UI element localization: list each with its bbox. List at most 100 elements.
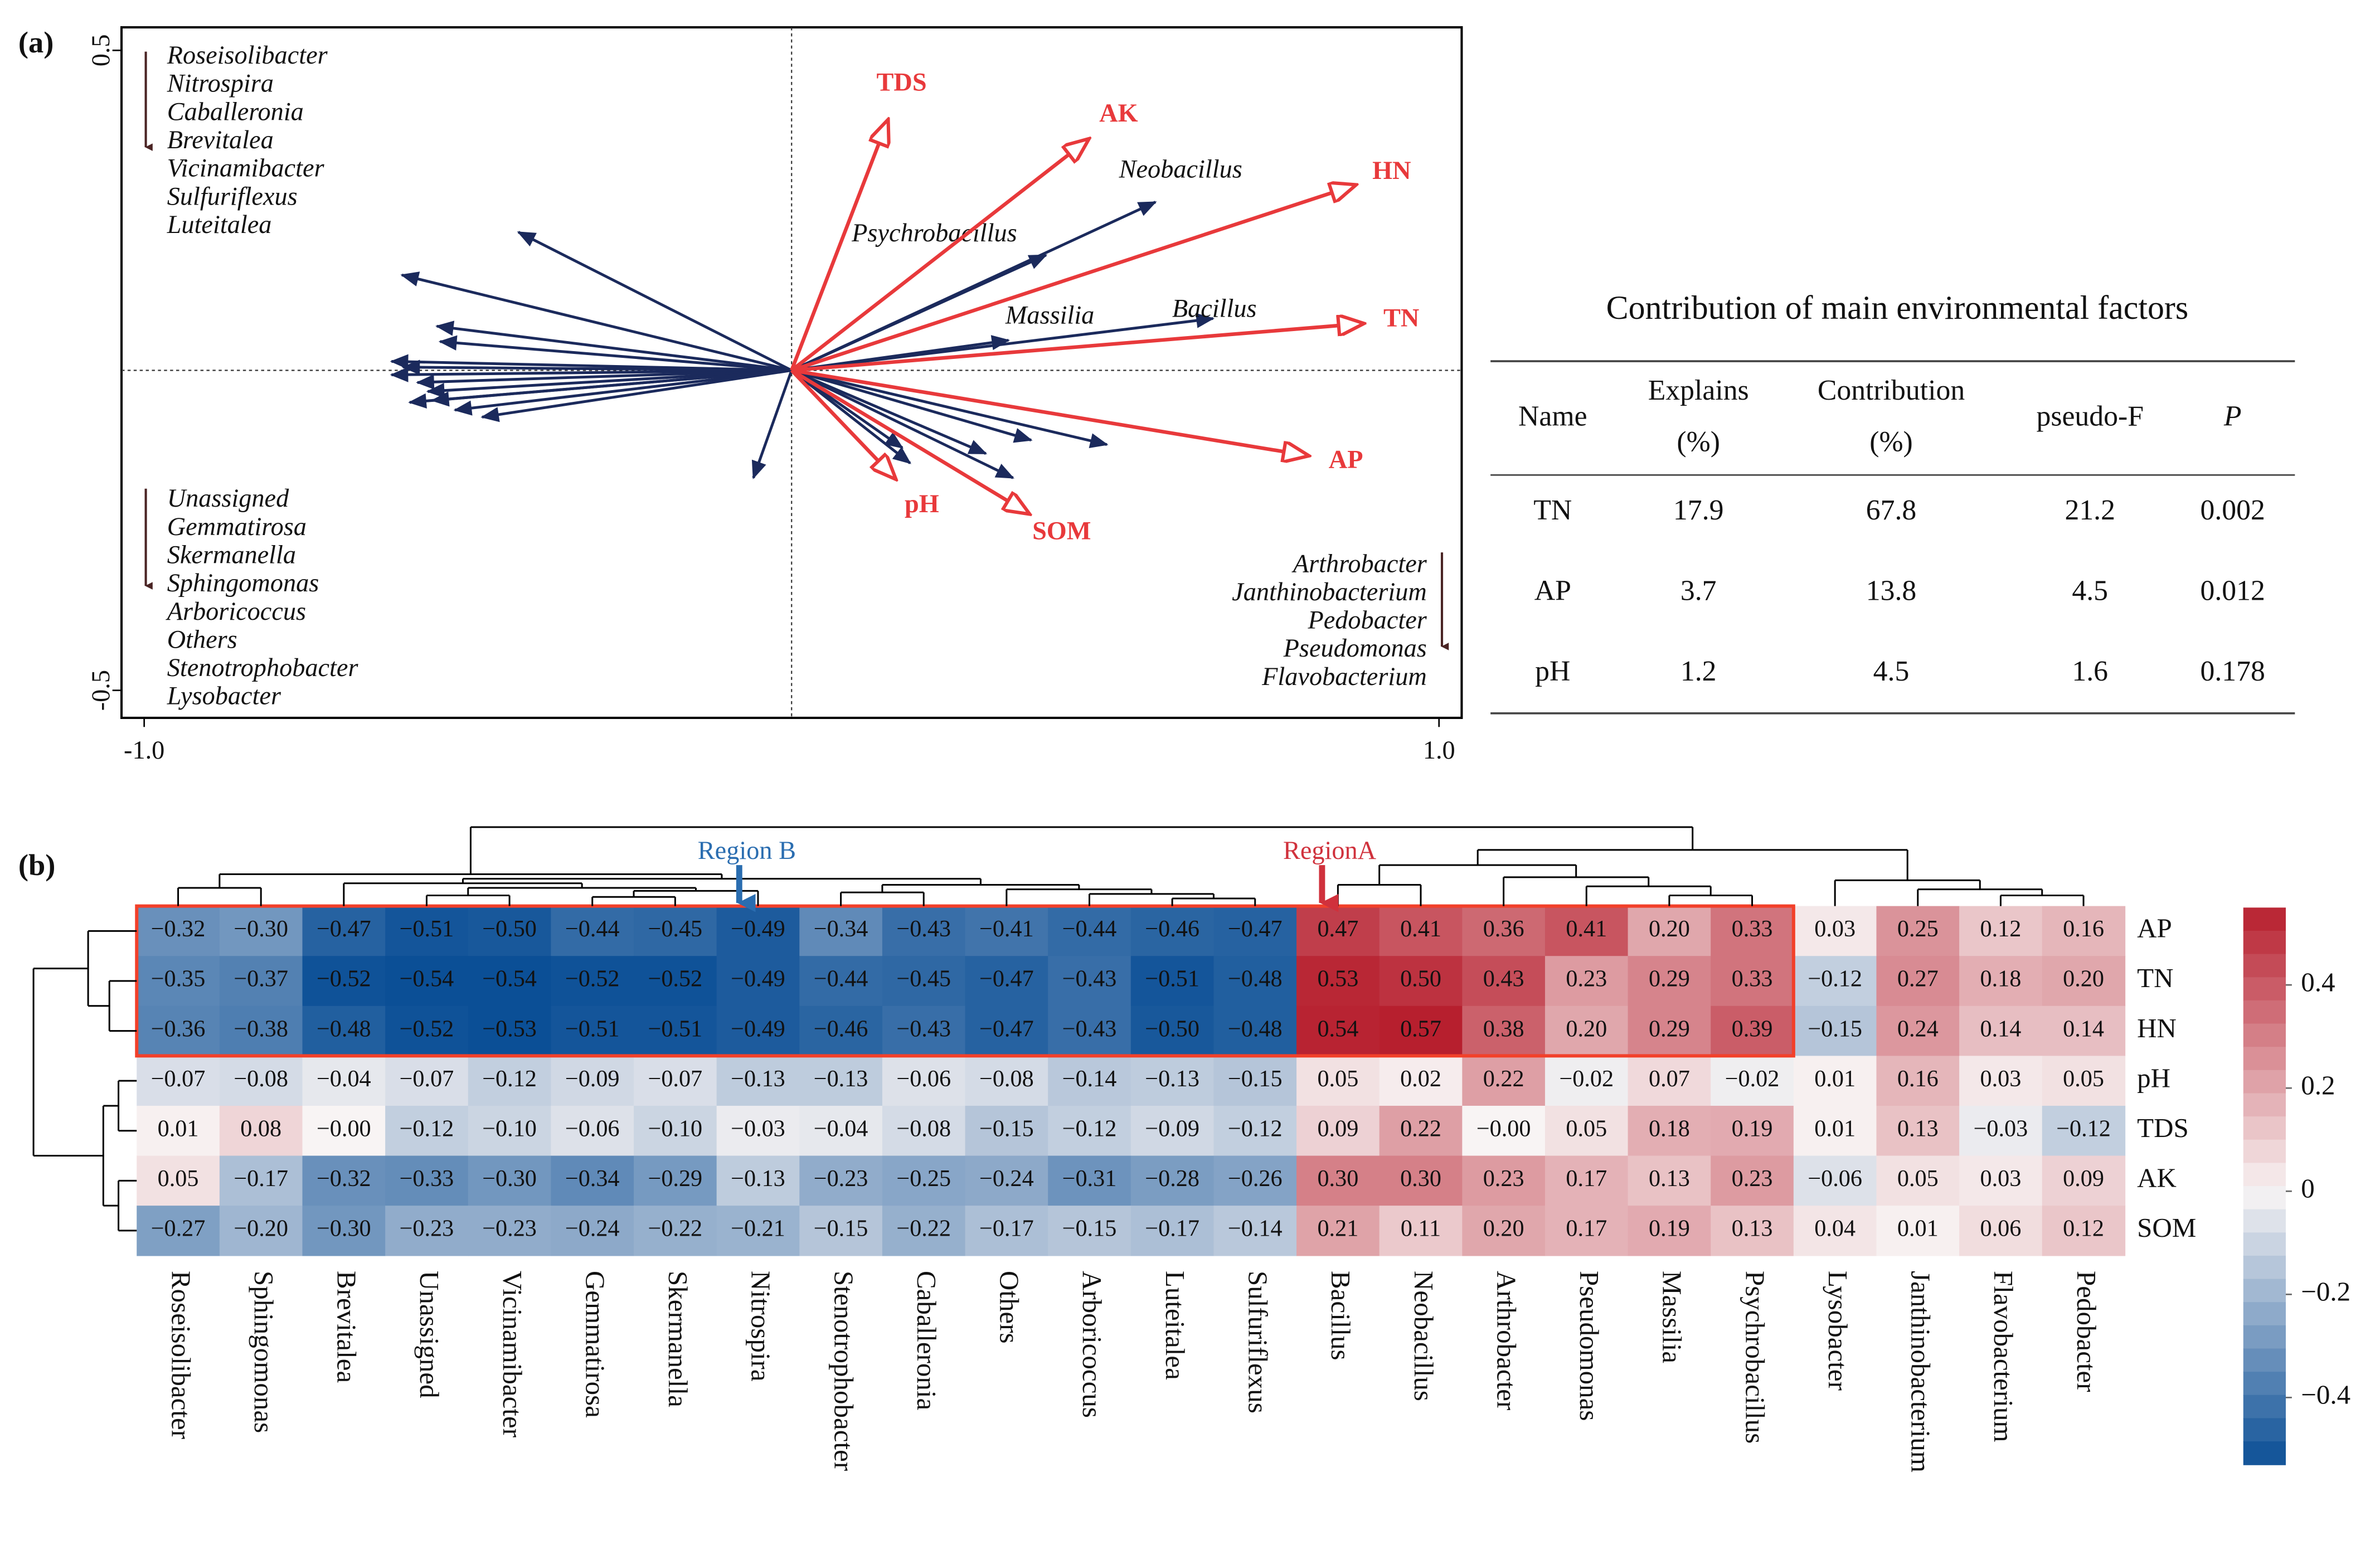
colorbar-label: 0.2 xyxy=(2301,1070,2335,1100)
cell-label: −0.00 xyxy=(1476,1115,1531,1141)
heat-cell xyxy=(385,1155,469,1206)
heat-cell xyxy=(965,956,1048,1007)
heat-cell xyxy=(1711,1155,1794,1206)
cell-label: −0.50 xyxy=(1145,1016,1199,1042)
taxon-label: Bacillus xyxy=(1172,294,1257,323)
heat-cell xyxy=(1544,1155,1629,1206)
cell-label: −0.12 xyxy=(482,1066,537,1092)
heat-cell xyxy=(2042,1105,2126,1157)
cell-label: 0.01 xyxy=(1814,1115,1856,1141)
cell-label: −0.52 xyxy=(648,966,703,992)
column-label: Skermanella xyxy=(663,1271,693,1407)
column-label: Massilia xyxy=(1657,1271,1688,1363)
env-label: SOM xyxy=(1032,517,1091,546)
cell-label: −0.51 xyxy=(1145,966,1199,992)
taxon-arrow xyxy=(416,369,792,390)
heat-cell xyxy=(1379,1155,1463,1206)
row-label: TDS xyxy=(2137,1112,2189,1143)
panel-label: (a) xyxy=(18,25,54,59)
heat-cell xyxy=(1876,1105,1960,1157)
heat-cell xyxy=(1213,1155,1297,1206)
heat-cell xyxy=(219,1155,303,1206)
column-label: Luteitalea xyxy=(1160,1271,1191,1380)
table-cell: 21.2 xyxy=(2065,494,2115,526)
cell-label: −0.43 xyxy=(1062,966,1117,992)
column-label: Bacillus xyxy=(1325,1271,1356,1361)
heat-cell xyxy=(1048,1056,1131,1106)
cell-label: −0.54 xyxy=(400,966,454,992)
cell-label: 0.41 xyxy=(1566,916,1607,942)
colorbar-label: 0 xyxy=(2301,1173,2315,1204)
column-label: Stenotrophobacter xyxy=(828,1271,859,1471)
env-label: pH xyxy=(905,490,939,518)
table-header: (%) xyxy=(1869,426,1913,458)
column-label: Flavobacterium xyxy=(1988,1271,2019,1442)
heat-cell xyxy=(1544,956,1629,1007)
cell-label: 0.13 xyxy=(1649,1165,1690,1192)
heat-cell xyxy=(1544,1105,1629,1157)
colorbar-step xyxy=(2243,1000,2286,1024)
heat-cell xyxy=(965,1155,1048,1206)
cell-label: −0.44 xyxy=(1062,916,1117,942)
cell-label: 0.47 xyxy=(1317,916,1358,942)
taxon-arrow xyxy=(791,369,1109,449)
heat-cell xyxy=(1876,1206,1960,1256)
table-cell: 3.7 xyxy=(1680,575,1717,607)
cell-label: 0.19 xyxy=(1649,1216,1690,1242)
cell-label: −0.04 xyxy=(814,1115,868,1141)
column-label: Neobacillus xyxy=(1408,1271,1439,1401)
taxon-arrow xyxy=(791,369,1033,443)
cell-label: −0.32 xyxy=(151,916,206,942)
heat-cell xyxy=(634,1206,717,1256)
heat-cell xyxy=(1959,956,2043,1007)
colorbar-step xyxy=(2243,977,2286,1001)
heat-cell xyxy=(137,1056,220,1106)
taxon-arrow xyxy=(426,369,792,399)
heat-cell xyxy=(1544,1005,1629,1057)
cell-label: 0.38 xyxy=(1483,1016,1524,1042)
heat-cell xyxy=(551,1155,634,1206)
cell-label: −0.49 xyxy=(731,916,785,942)
cell-label: −0.47 xyxy=(1228,916,1283,942)
column-label: Janthinobacterium xyxy=(1906,1271,1936,1473)
heat-cell xyxy=(137,906,220,957)
cell-label: −0.06 xyxy=(896,1066,951,1092)
cell-label: 0.29 xyxy=(1649,966,1690,992)
taxon-arrow xyxy=(751,370,793,479)
heat-cell xyxy=(1130,956,1215,1007)
cell-label: −0.43 xyxy=(896,916,951,942)
heat-cell xyxy=(302,1056,386,1106)
colorbar-step xyxy=(2243,1232,2286,1257)
cell-label: −0.07 xyxy=(400,1066,454,1092)
colorbar-step xyxy=(2243,1070,2286,1094)
heat-cell xyxy=(1544,1056,1629,1106)
heat-cell xyxy=(1462,1155,1546,1206)
cell-label: −0.44 xyxy=(814,966,868,992)
heat-cell xyxy=(634,1056,717,1106)
heat-cell xyxy=(551,1056,634,1106)
heat-cell xyxy=(1462,956,1546,1007)
taxon-arrow xyxy=(401,359,792,375)
env-arrow xyxy=(791,368,1307,455)
table-cell: AP xyxy=(1534,575,1571,607)
heat-cell xyxy=(1130,1105,1215,1157)
column-label: Nitrospira xyxy=(746,1271,776,1382)
heat-cell xyxy=(1130,1056,1215,1106)
heat-cell xyxy=(1048,906,1131,957)
column-label: Gemmatirosa xyxy=(580,1271,610,1418)
taxon-list-item: Roseisolibacter xyxy=(167,41,328,70)
env-label: HN xyxy=(1372,157,1411,185)
cell-label: −0.21 xyxy=(731,1216,785,1242)
taxon-list-item: Caballeronia xyxy=(167,98,304,126)
y-tick-label: 0.5 xyxy=(87,34,115,66)
cell-label: −0.03 xyxy=(731,1115,785,1141)
cell-label: −0.34 xyxy=(814,916,868,942)
heat-cell xyxy=(1296,1155,1380,1206)
cell-label: −0.06 xyxy=(565,1115,620,1141)
cell-label: 0.24 xyxy=(1897,1016,1939,1042)
cell-label: −0.22 xyxy=(648,1216,703,1242)
heat-cell xyxy=(799,1155,883,1206)
cell-label: −0.04 xyxy=(317,1066,371,1092)
heat-cell xyxy=(882,1005,966,1057)
cell-label: 0.22 xyxy=(1483,1066,1524,1092)
